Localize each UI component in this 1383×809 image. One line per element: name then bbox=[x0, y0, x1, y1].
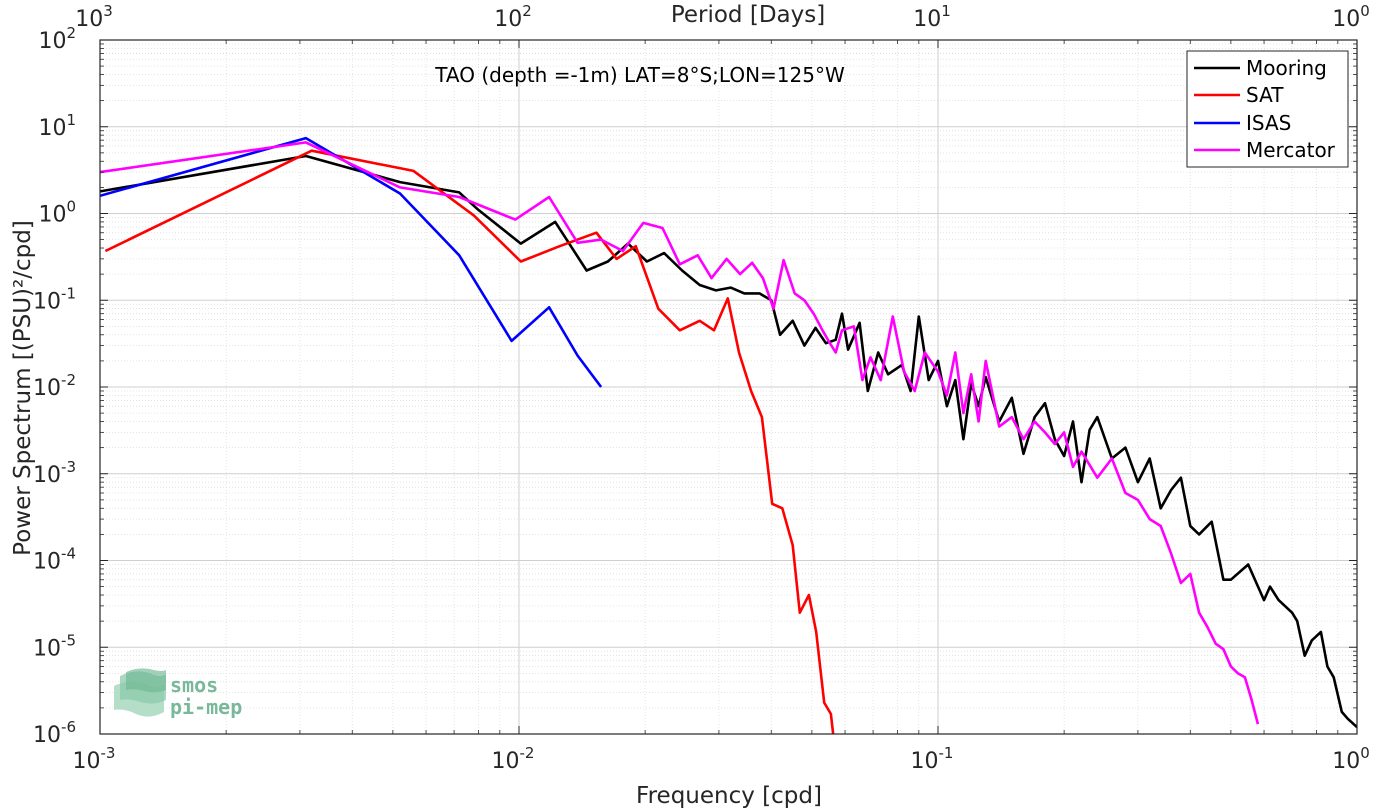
x-axis-label: Frequency [cpd] bbox=[636, 783, 822, 809]
legend-label-sat: SAT bbox=[1246, 83, 1284, 107]
x2-tick-label: 103 bbox=[75, 2, 113, 32]
y-tick-label: 10-5 bbox=[33, 631, 76, 661]
legend-label-mooring: Mooring bbox=[1246, 56, 1327, 80]
minor-grid bbox=[100, 40, 1357, 734]
y-tick-label: 10-1 bbox=[33, 284, 76, 314]
y-tick-label: 100 bbox=[38, 198, 76, 228]
series-line-mercator bbox=[100, 141, 1260, 725]
y-tick-label: 10-4 bbox=[33, 545, 76, 575]
x-tick-label: 10-3 bbox=[73, 744, 116, 774]
y-tick-label: 10-2 bbox=[33, 371, 76, 401]
logo-waves-icon-layer-top bbox=[126, 668, 166, 693]
x2-tick-label: 101 bbox=[913, 2, 951, 32]
x2-tick-label: 100 bbox=[1332, 2, 1370, 32]
series-lines bbox=[100, 136, 1357, 734]
legend: Mooring SAT ISAS Mercator bbox=[1186, 50, 1349, 168]
x-tick-label: 10-1 bbox=[911, 744, 954, 774]
y-tick-label: 102 bbox=[38, 24, 76, 54]
y-tick-label: 10-6 bbox=[33, 718, 76, 748]
y-tick-label: 10-3 bbox=[33, 458, 76, 488]
legend-label-isas: ISAS bbox=[1246, 111, 1291, 135]
series-line-sat bbox=[104, 149, 835, 734]
series-line-isas bbox=[100, 136, 603, 388]
x2-tick-label: 102 bbox=[494, 2, 532, 32]
chart-title: TAO (depth =-1m) LAT=8°S;LON=125°W bbox=[434, 63, 845, 87]
axis-ticks bbox=[99, 39, 1358, 735]
x2-axis-label: Period [Days] bbox=[671, 2, 825, 28]
smos-pimep-logo: smos pi-mep bbox=[114, 668, 242, 719]
legend-label-mercator: Mercator bbox=[1246, 138, 1336, 162]
y-axis-label: Power Spectrum [(PSU)²/cpd] bbox=[10, 220, 36, 556]
series-line-mooring bbox=[100, 154, 1357, 729]
y-tick-label: 101 bbox=[38, 111, 76, 141]
legend-box bbox=[1186, 50, 1349, 168]
logo-text-pimep: pi-mep bbox=[170, 695, 242, 719]
x-tick-label: 10-2 bbox=[492, 744, 535, 774]
logo-text-smos: smos bbox=[170, 673, 218, 697]
x-tick-label: 100 bbox=[1332, 744, 1370, 774]
